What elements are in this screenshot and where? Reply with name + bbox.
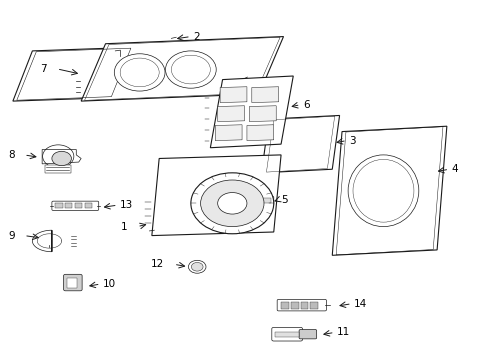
Ellipse shape [347, 155, 418, 226]
Circle shape [52, 151, 71, 166]
Bar [300, 302, 308, 309]
Bar [44, 165, 71, 173]
Bar [67, 278, 77, 288]
Circle shape [114, 54, 164, 91]
Polygon shape [210, 76, 293, 148]
Polygon shape [81, 37, 283, 101]
Polygon shape [220, 87, 246, 103]
Text: 8: 8 [9, 150, 15, 160]
Bar [84, 203, 92, 208]
Polygon shape [331, 126, 446, 255]
Text: 12: 12 [150, 259, 163, 269]
FancyBboxPatch shape [258, 197, 273, 205]
Circle shape [188, 260, 205, 273]
Polygon shape [217, 106, 244, 122]
Polygon shape [246, 125, 273, 140]
Text: 5: 5 [281, 195, 287, 205]
FancyBboxPatch shape [299, 329, 316, 339]
Bar [65, 203, 72, 208]
Circle shape [200, 180, 264, 226]
Bar [55, 203, 62, 208]
Polygon shape [251, 87, 278, 103]
Bar [290, 302, 298, 309]
Polygon shape [249, 106, 276, 122]
Text: 14: 14 [353, 299, 366, 309]
Text: 3: 3 [348, 136, 355, 145]
Text: 1: 1 [121, 222, 127, 231]
Text: 4: 4 [451, 164, 457, 174]
Circle shape [191, 262, 203, 271]
FancyBboxPatch shape [271, 327, 302, 341]
Text: 2: 2 [193, 32, 200, 41]
Bar [260, 198, 271, 203]
Text: 6: 6 [303, 100, 309, 110]
Bar [75, 203, 82, 208]
Text: 7: 7 [41, 64, 47, 74]
Text: 11: 11 [336, 327, 350, 337]
Text: 13: 13 [120, 200, 133, 210]
Text: 9: 9 [9, 231, 15, 240]
Polygon shape [13, 47, 135, 101]
Bar [281, 302, 288, 309]
Circle shape [165, 51, 216, 88]
Circle shape [190, 173, 273, 234]
FancyBboxPatch shape [277, 300, 326, 311]
Text: 10: 10 [103, 279, 116, 289]
Circle shape [217, 193, 246, 214]
Polygon shape [152, 155, 281, 235]
Bar [310, 302, 318, 309]
FancyBboxPatch shape [52, 201, 99, 211]
Polygon shape [32, 230, 52, 252]
Bar [275, 332, 298, 337]
FancyBboxPatch shape [63, 274, 82, 291]
Polygon shape [215, 125, 242, 140]
Polygon shape [261, 116, 339, 173]
Circle shape [42, 145, 74, 168]
